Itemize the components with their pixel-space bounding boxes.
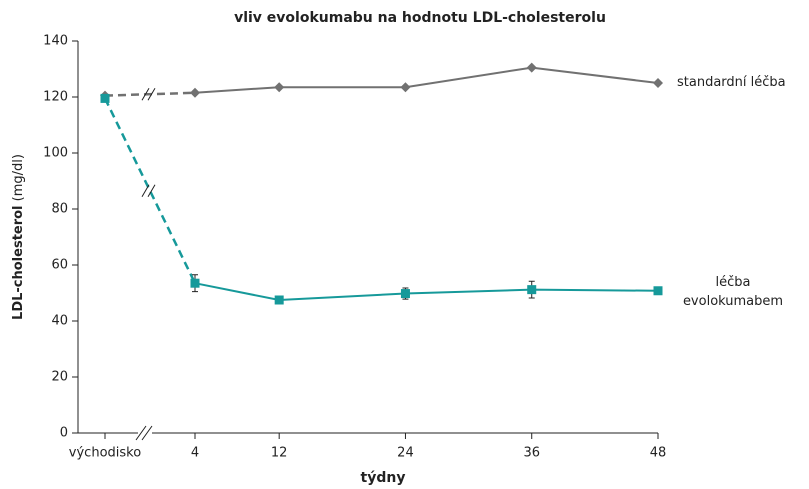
y-tick-label: 40 [51,314,68,329]
marker [526,62,537,73]
line-break [141,87,156,101]
marker [653,78,663,88]
axis-break [135,425,153,441]
baseline-segment [103,97,197,284]
x-tick-label: východisko [69,446,141,461]
marker [274,82,285,93]
series-line [194,282,659,302]
x-tick-label: 24 [397,446,414,461]
x-axis-label: týdny [361,470,406,486]
marker [653,286,663,296]
marker [274,295,284,305]
x-tick-label: 12 [271,446,288,461]
y-tick-label: 80 [51,202,68,217]
y-axis-label: LDL-cholesterol (mg/dl) [11,154,26,320]
baseline-segment [104,91,196,97]
series-line [194,66,659,94]
y-label-main: LDL-cholesterol [11,205,26,320]
series-label: standardní léčba [677,75,786,90]
x-tick-label: 48 [650,446,667,461]
y-tick-label: 60 [51,258,68,273]
y-tick-label: 0 [60,426,68,441]
y-tick-label: 100 [43,146,68,161]
line-break [141,184,156,198]
marker [400,289,410,299]
y-tick-label: 120 [43,90,68,105]
marker [400,82,411,93]
y-tick-label: 140 [43,34,68,49]
marker [190,278,200,288]
y-tick-label: 20 [51,370,68,385]
series-label: léčba evolokumabem [682,274,784,309]
y-label-unit: (mg/dl) [11,154,26,201]
axis-break-gap [138,423,152,443]
marker [190,87,200,98]
chart-title: vliv evolokumabu na hodnotu LDL-choleste… [234,10,606,26]
x-tick-label: 4 [191,446,199,461]
x-tick-label: 36 [523,446,540,461]
marker [527,285,537,295]
marker [100,93,110,103]
